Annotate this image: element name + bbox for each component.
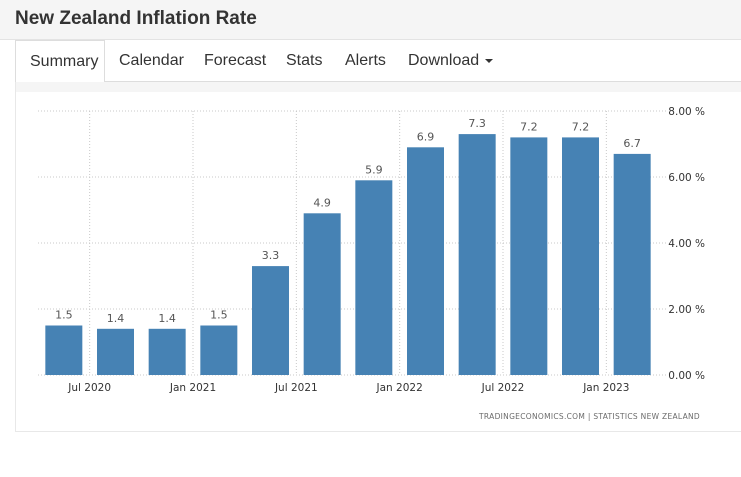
- tab-stats-label: Stats: [286, 52, 323, 69]
- tab-alerts[interactable]: Alerts: [331, 40, 400, 82]
- x-tick-label: Jan 2022: [376, 382, 423, 394]
- data-label: 1.4: [158, 312, 176, 325]
- tab-forecast[interactable]: Forecast: [190, 40, 280, 82]
- x-tick-label: Jan 2021: [169, 382, 216, 394]
- source-credit: TRADINGECONOMICS.COM | STATISTICS NEW ZE…: [478, 412, 700, 421]
- bars: [45, 134, 651, 375]
- tab-download-label: Download: [408, 52, 480, 69]
- data-label: 1.5: [210, 309, 228, 322]
- y-tick-label: 4.00 %: [668, 238, 705, 250]
- data-label: 4.9: [313, 196, 331, 209]
- tab-stats[interactable]: Stats: [272, 40, 336, 82]
- bar: [303, 213, 341, 375]
- y-axis: 0.00 % 2.00 % 4.00 % 6.00 % 8.00 %: [668, 106, 705, 382]
- data-label: 5.9: [365, 163, 383, 176]
- bar: [407, 147, 444, 375]
- bar: [252, 266, 289, 375]
- data-label: 7.3: [468, 117, 486, 130]
- bar: [45, 325, 83, 375]
- data-label: 7.2: [572, 120, 590, 133]
- tab-summary-label: Summary: [30, 53, 99, 70]
- y-tick-label: 0.00 %: [668, 370, 705, 382]
- x-tick-label: Jan 2023: [582, 382, 629, 394]
- x-tick-label: Jul 2022: [481, 382, 525, 394]
- bar: [458, 134, 496, 375]
- y-tick-label: 2.00 %: [668, 304, 705, 316]
- tab-summary[interactable]: Summary: [15, 40, 105, 83]
- data-label: 6.7: [623, 137, 641, 150]
- data-label: 1.4: [107, 312, 125, 325]
- tab-download[interactable]: Download: [394, 40, 507, 82]
- bar: [510, 137, 548, 375]
- data-label: 7.2: [520, 120, 538, 133]
- y-tick-label: 8.00 %: [668, 106, 705, 118]
- tab-alerts-label: Alerts: [345, 52, 386, 69]
- bar: [97, 328, 134, 375]
- panel-strip: [16, 82, 741, 92]
- y-tick-label: 6.00 %: [668, 172, 705, 184]
- caret-down-icon: [485, 58, 494, 63]
- tab-calendar[interactable]: Calendar: [105, 40, 198, 82]
- bar: [355, 180, 393, 375]
- bar: [200, 325, 238, 375]
- bar: [562, 137, 599, 375]
- x-tick-label: Jul 2021: [274, 382, 318, 394]
- tab-bar: Summary Calendar Forecast Stats Alerts D…: [15, 40, 741, 83]
- page-title: New Zealand Inflation Rate: [15, 8, 257, 29]
- data-labels: 1.5 1.4 1.4 1.5 3.3 4.9 5.9 6.9 7.3 7.2 7.2 6.7: [55, 117, 641, 325]
- data-label: 3.3: [262, 249, 280, 262]
- bar: [613, 153, 651, 375]
- data-label: 6.9: [417, 130, 435, 143]
- title-bar: New Zealand Inflation Rate: [0, 0, 741, 40]
- chart-panel: [15, 82, 741, 432]
- data-label: 1.5: [55, 309, 73, 322]
- tab-calendar-label: Calendar: [119, 52, 184, 69]
- x-tick-label: Jul 2020: [67, 382, 111, 394]
- tab-forecast-label: Forecast: [204, 52, 267, 69]
- x-axis: Jul 2020 Jan 2021 Jul 2021 Jan 2022 Jul 2022…: [67, 382, 629, 394]
- bar: [148, 328, 186, 375]
